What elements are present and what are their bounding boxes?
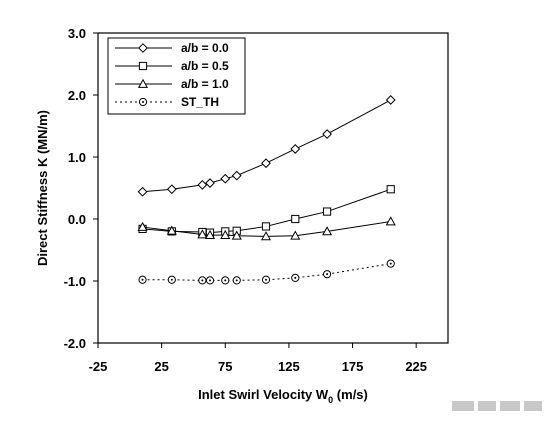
marker-dot <box>224 279 227 282</box>
legend-label: a/b = 0.5 <box>181 59 229 73</box>
data-point <box>290 230 301 240</box>
data-point <box>386 259 395 268</box>
data-point <box>205 178 215 188</box>
series-1 <box>137 95 396 197</box>
legend-marker <box>138 61 148 71</box>
series-2 <box>138 185 395 237</box>
data-point <box>232 276 241 285</box>
data-point <box>221 276 230 285</box>
x-axis-title: Inlet Swirl Velocity W0 (m/s) <box>198 387 368 405</box>
legend-frame <box>107 37 246 115</box>
data-point <box>322 270 332 279</box>
marker-dot <box>170 278 173 281</box>
x-tick-label: 225 <box>405 359 427 374</box>
marker-dot <box>265 278 267 281</box>
marker-dot <box>141 278 144 281</box>
legend-item: a/b = 1.0 <box>115 77 229 91</box>
series-line <box>142 99 391 193</box>
marker-dot <box>326 273 329 276</box>
x-tick-label: 25 <box>154 359 168 374</box>
data-point <box>166 184 177 195</box>
data-point <box>290 144 301 154</box>
data-point <box>291 214 300 224</box>
series-line <box>142 188 391 234</box>
data-point <box>322 129 332 139</box>
data-point <box>385 95 396 105</box>
legend-marker <box>138 97 148 107</box>
legend-marker <box>137 78 149 88</box>
data-point <box>166 225 177 235</box>
y-tick-label: 2.0 <box>68 88 86 103</box>
x-axis-title-main: Inlet Swirl Velocity W <box>198 387 329 402</box>
data-point <box>261 275 271 284</box>
data-point <box>261 222 271 231</box>
y-axis-title: Direct Stiffness K (MN/m) <box>35 110 50 266</box>
legend: a/b = 0.0 a/b = 0.5 a/b = 1.0 ST_TH <box>107 37 246 115</box>
data-point <box>197 229 208 239</box>
legend-label: a/b = 0.0 <box>181 41 229 55</box>
data-point <box>220 229 231 239</box>
legend-item: ST_TH <box>115 95 219 109</box>
y-tick-label: 3.0 <box>68 26 86 41</box>
data-point <box>231 170 242 181</box>
data-point <box>198 276 207 285</box>
series-line <box>142 220 391 237</box>
data-point <box>167 275 176 284</box>
data-point <box>322 226 333 236</box>
marker-dot <box>142 101 144 103</box>
data-point <box>138 275 147 284</box>
x-tick-label: 75 <box>218 359 232 374</box>
marker-dot <box>201 279 204 282</box>
y-tick-label: 0.0 <box>68 212 86 227</box>
data-point <box>261 158 271 169</box>
data-point <box>137 221 148 231</box>
watermark <box>452 399 547 413</box>
legend-item: a/b = 0.5 <box>115 59 229 73</box>
data-point <box>386 185 395 194</box>
y-tick-label: -1.0 <box>64 274 86 289</box>
series-4 <box>138 259 395 285</box>
data-point <box>385 216 396 226</box>
marker-dot <box>209 279 211 282</box>
series-3 <box>137 216 396 241</box>
data-point <box>322 207 332 216</box>
data-point <box>205 276 215 285</box>
x-axis-title-subscript: 0 <box>328 395 333 405</box>
marker-dot <box>294 276 297 279</box>
data-point <box>204 229 216 239</box>
data-point <box>220 173 231 184</box>
data-point <box>197 179 208 190</box>
data-point <box>291 273 300 282</box>
x-tick-label: 125 <box>278 359 300 374</box>
x-tick-label: 175 <box>342 359 364 374</box>
y-tick-label: -2.0 <box>64 336 86 351</box>
legend-marker <box>138 43 148 53</box>
marker-dot <box>389 262 392 265</box>
data-point <box>137 186 148 197</box>
legend-item: a/b = 0.0 <box>115 41 229 55</box>
data-point <box>231 230 242 240</box>
y-tick-label: 1.0 <box>68 150 86 165</box>
plot-area-frame <box>97 32 449 344</box>
legend-label: a/b = 1.0 <box>181 77 229 91</box>
marker-dot <box>235 279 238 282</box>
x-tick-label: -25 <box>89 359 108 374</box>
x-axis-title-unit: (m/s) <box>333 387 368 402</box>
legend-label: ST_TH <box>181 95 219 109</box>
data-point <box>260 231 272 241</box>
